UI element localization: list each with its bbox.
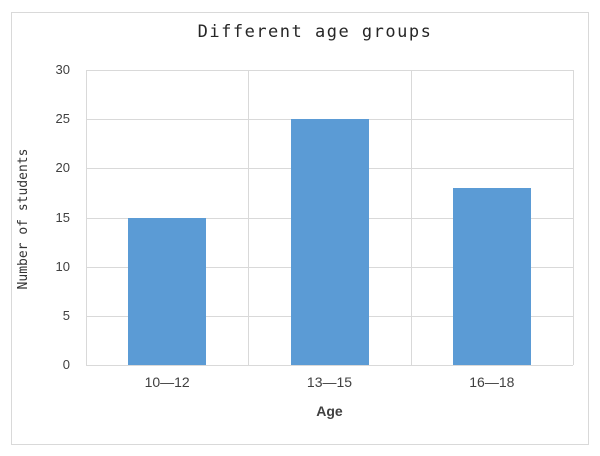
y-tick-label: 5 xyxy=(62,307,70,323)
y-tick-label: 20 xyxy=(55,160,70,176)
x-tick-label: 16—18 xyxy=(469,374,515,390)
bar-10—12 xyxy=(128,217,207,365)
y-axis-line xyxy=(86,70,87,365)
x-axis-title: Age xyxy=(316,403,343,419)
bar-13—15 xyxy=(290,119,369,365)
bar-16—18 xyxy=(452,188,531,365)
y-tick-label: 15 xyxy=(55,209,70,225)
y-tick-label: 30 xyxy=(55,62,70,77)
gridline-horizontal xyxy=(86,365,573,366)
gridline-vertical xyxy=(573,70,574,365)
y-tick-label: 25 xyxy=(55,111,70,127)
y-tick-label: 10 xyxy=(55,258,70,274)
y-tick-label: 0 xyxy=(62,357,70,372)
plot-area xyxy=(86,70,574,366)
x-tick-label: 10—12 xyxy=(144,374,190,390)
chart-title: Different age groups xyxy=(197,22,433,42)
gridline-horizontal xyxy=(86,70,573,71)
gridline-vertical xyxy=(248,70,250,365)
x-tick-label: 13—15 xyxy=(306,374,353,390)
gridline-vertical xyxy=(410,70,412,365)
